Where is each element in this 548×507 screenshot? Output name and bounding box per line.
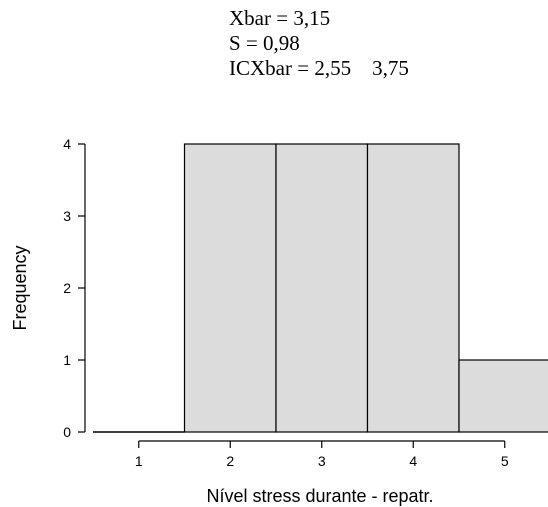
x-tick-label: 4	[409, 453, 417, 469]
histogram-bar	[366, 143, 460, 433]
x-axis-label: Nível stress durante - repatr.	[206, 486, 433, 506]
std-dev-label: S = 0,98	[229, 31, 300, 55]
x-tick-label: 2	[226, 453, 234, 469]
x-tick-label: 5	[501, 453, 509, 469]
y-tick-label: 0	[63, 424, 71, 440]
y-tick-label: 4	[63, 136, 71, 152]
x-tick-label: 1	[135, 453, 143, 469]
axes-group: 0 1 2 3 4 1 2 3 4 5	[63, 136, 509, 469]
bars-group	[93, 143, 548, 433]
y-tick-label: 3	[63, 208, 71, 224]
y-tick-label: 1	[63, 352, 71, 368]
mean-label: Xbar = 3,15	[229, 6, 331, 30]
histogram-bar	[458, 359, 548, 433]
statistics-annotation: Xbar = 3,15 S = 0,98 ICXbar = 2,55 3,75	[229, 6, 409, 81]
x-tick-label: 3	[318, 453, 326, 469]
y-axis-label: Frequency	[10, 245, 30, 330]
histogram-bar	[275, 143, 369, 433]
y-tick-label: 2	[63, 280, 71, 296]
confidence-interval-label: ICXbar = 2,55 3,75	[229, 56, 409, 80]
histogram-bar	[183, 143, 277, 433]
